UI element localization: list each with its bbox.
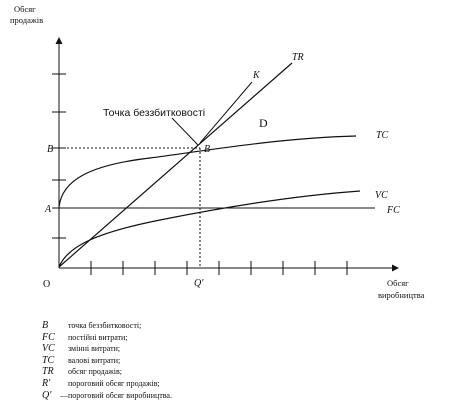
x-axis-ticks — [90, 261, 348, 275]
legend-symbol: FC — [42, 331, 55, 343]
legend-row: TC валові витрати; — [42, 355, 342, 367]
breakeven-pointer — [171, 117, 199, 146]
legend-row: R' пороговий обсяг продажів; — [42, 378, 342, 390]
origin-label: О — [43, 279, 50, 290]
legend-row: TR обсяг продажів; — [42, 366, 342, 378]
x-axis-title-line1: Обсяг — [387, 278, 409, 288]
y-axis-title-line1: Обсяг — [14, 4, 36, 14]
legend-symbol: R' — [42, 377, 51, 389]
legend-row: Q' — пороговий обсяг виробництва. — [42, 390, 342, 402]
legend-row: VC змінні витрати; — [42, 343, 342, 355]
legend-row: FC постійні витрати; — [42, 332, 342, 344]
k-label: K — [252, 70, 261, 81]
legend-text: пороговий обсяг виробництва. — [68, 390, 172, 400]
x-label-q: Q' — [194, 278, 204, 289]
region-d-label: D — [259, 116, 268, 130]
y-label-b: В — [47, 144, 53, 155]
point-b-label: B — [204, 144, 210, 155]
vc-curve — [58, 190, 361, 268]
tc-curve — [58, 135, 357, 208]
y-label-a: A — [44, 204, 52, 215]
legend-symbol: B — [42, 320, 49, 331]
legend-symbol: Q' — [42, 389, 52, 401]
tr-label: TR — [292, 52, 304, 63]
y-axis-title-line2: продажів — [10, 15, 43, 25]
legend-text: пороговий обсяг продажів; — [68, 378, 160, 388]
legend-text: постійні витрати; — [68, 332, 128, 342]
legend-text: валові витрати; — [68, 355, 121, 365]
legend-symbol: TR — [42, 366, 54, 378]
tc-label: TC — [376, 130, 389, 141]
legend-symbol: TC — [42, 354, 55, 366]
fc-label: FC — [386, 205, 400, 216]
k-line — [199, 81, 253, 144]
legend-symbol: VC — [42, 343, 55, 355]
vc-label: VC — [375, 190, 388, 201]
breakeven-annotation: Точка беззбитковості — [103, 107, 205, 119]
tr-line — [58, 62, 293, 268]
legend: B точка беззбитковості; FC постійні витр… — [42, 320, 342, 401]
legend-text: точка беззбитковості; — [68, 321, 142, 330]
legend-text: змінні витрати; — [68, 344, 121, 354]
legend-separator: — — [60, 390, 68, 400]
x-axis-title-line2: виробництва — [378, 290, 425, 300]
legend-text: обсяг продажів; — [68, 367, 123, 377]
legend-row: B точка беззбитковості; — [42, 320, 342, 332]
